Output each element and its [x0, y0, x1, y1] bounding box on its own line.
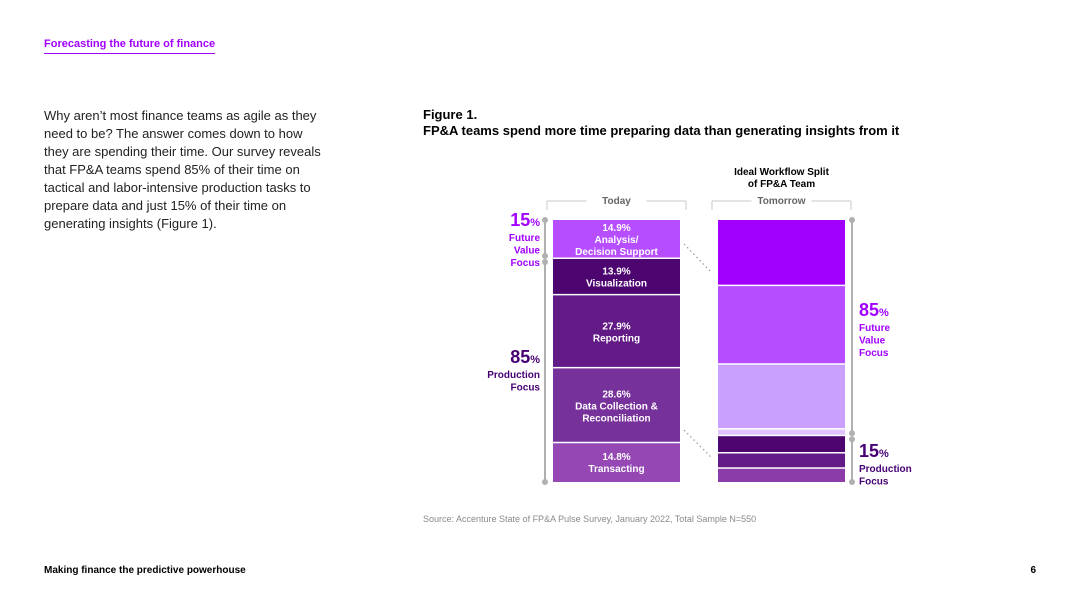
tomorrow-future-annotation-label: Future — [859, 323, 891, 334]
tomorrow-production-annotation-label: Production — [859, 464, 912, 475]
footer-title: Making finance the predictive powerhouse — [44, 565, 246, 576]
today-production-bracket-dot — [542, 258, 548, 265]
bar-segment — [718, 453, 845, 468]
today-future-annotation-label: Future — [509, 233, 541, 244]
bar-segment — [718, 220, 845, 285]
bar-segment — [718, 468, 845, 482]
figure-title: FP&A teams spend more time preparing dat… — [423, 123, 900, 138]
data-label: Visualization — [586, 279, 647, 290]
data-label: 14.8% — [602, 452, 630, 463]
section-title[interactable]: Forecasting the future of finance — [44, 38, 216, 54]
data-label: 28.6% — [602, 389, 630, 400]
today-production-bracket-dot — [542, 479, 548, 485]
connector-dotted — [683, 243, 712, 273]
bar-segment — [553, 295, 680, 367]
today-future-annotation-label: Value — [514, 246, 541, 257]
today-future-annotation-number: 15 — [510, 210, 530, 230]
today-future-bracket-dot — [542, 217, 548, 223]
data-label: Decision Support — [575, 247, 658, 258]
today-production-annotation-label: Focus — [511, 383, 541, 394]
bar-segment — [553, 368, 680, 442]
data-label: Reconciliation — [582, 413, 650, 424]
data-label: Analysis/ — [595, 235, 639, 246]
column-label-bg — [751, 195, 812, 207]
tomorrow-production-bracket-dot — [849, 436, 855, 443]
tomorrow-production-annotation-symbol: % — [879, 448, 889, 460]
connector-dotted — [683, 429, 712, 458]
column-label: Tomorrow — [757, 196, 805, 207]
data-label: Transacting — [588, 464, 644, 475]
today-production-annotation-number: 85 — [510, 347, 530, 367]
data-label: 14.9% — [602, 223, 630, 234]
today-future-bracket-dot — [542, 252, 548, 259]
tomorrow-production-annotation-label: Focus — [859, 477, 889, 488]
today-future-annotation-label: Focus — [511, 258, 541, 269]
tomorrow-production-annotation-percent: 15% — [859, 441, 889, 461]
tomorrow-future-annotation-label: Value — [859, 336, 886, 347]
tomorrow-future-annotation-label: Focus — [859, 348, 889, 359]
bar-segment — [718, 286, 845, 364]
bar-segment — [553, 258, 680, 294]
column-label: Today — [602, 196, 631, 207]
source-note: Source: Accenture State of FP&A Pulse Su… — [423, 514, 757, 524]
data-label: 27.9% — [602, 321, 630, 332]
today-production-annotation-percent: 85% — [510, 347, 540, 367]
data-label: Reporting — [593, 333, 640, 344]
column-label-bg — [586, 195, 647, 207]
tomorrow-production-bracket-dot — [849, 479, 855, 485]
intro-paragraph: Why aren’t most finance teams as agile a… — [44, 108, 321, 231]
figure-label: Figure 1. — [423, 107, 478, 122]
tomorrow-future-annotation-percent: 85% — [859, 300, 889, 320]
data-label: Data Collection & — [575, 401, 658, 412]
today-production-annotation-label: Production — [487, 370, 540, 381]
tomorrow-future-annotation-symbol: % — [879, 307, 889, 319]
today-future-annotation-percent: 15% — [510, 210, 540, 230]
today-future-annotation-symbol: % — [530, 217, 540, 229]
tomorrow-future-annotation-number: 85 — [859, 300, 879, 320]
tomorrow-future-bracket-dot — [849, 430, 855, 437]
ideal-title-line: of FP&A Team — [748, 179, 815, 190]
ideal-title-line: Ideal Workflow Split — [734, 167, 829, 178]
bar-segment — [553, 443, 680, 482]
bar-segment — [718, 364, 845, 429]
bar-segment — [718, 436, 845, 453]
tomorrow-future-bracket-dot — [849, 217, 855, 223]
page-number: 6 — [1030, 565, 1036, 576]
data-label: 13.9% — [602, 267, 630, 278]
tomorrow-production-annotation-number: 15 — [859, 441, 879, 461]
bar-segment — [718, 429, 845, 435]
today-production-annotation-symbol: % — [530, 354, 540, 366]
bar-segment — [553, 220, 680, 258]
